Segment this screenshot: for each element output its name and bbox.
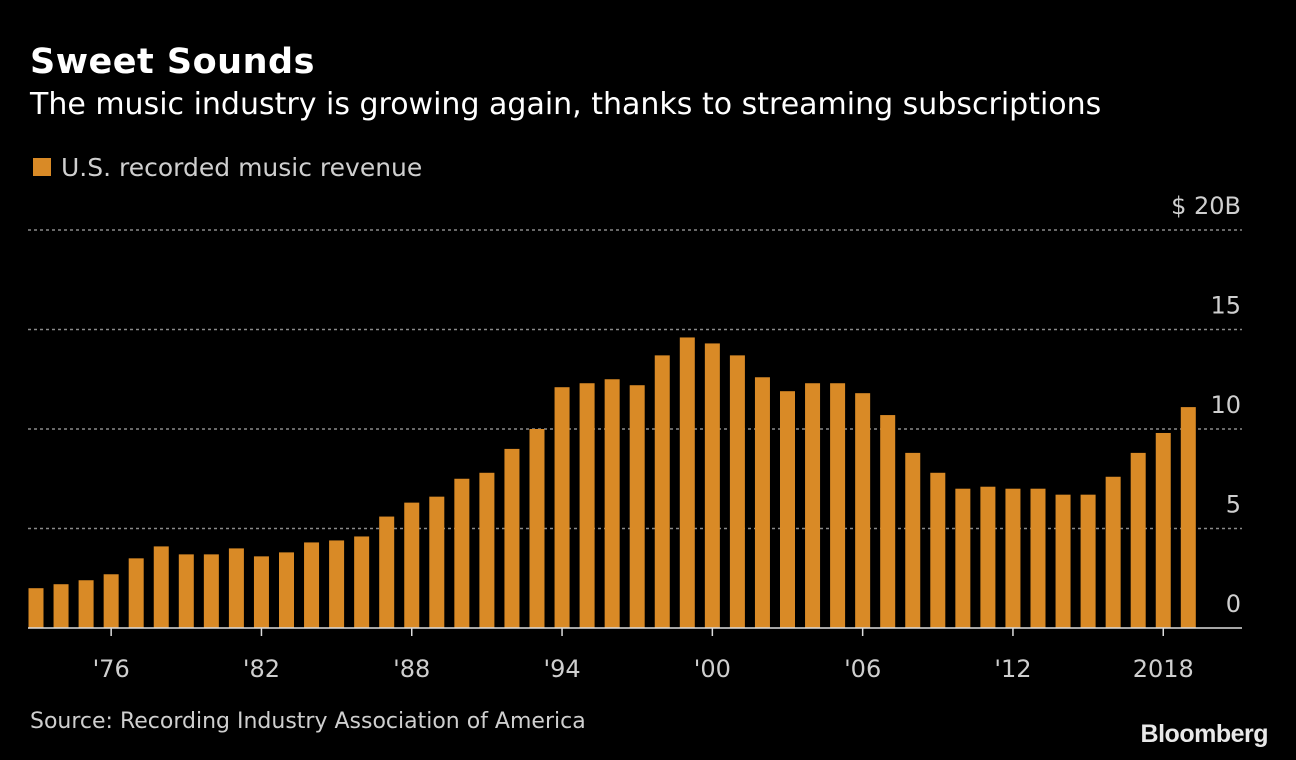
- bar-1977: [128, 558, 144, 628]
- bar-1981: [228, 548, 244, 628]
- bar-1996: [604, 379, 620, 628]
- bar-1991: [479, 472, 495, 628]
- x-tick-label-1994: '94: [543, 655, 580, 683]
- bar-2010: [955, 488, 971, 628]
- bar-2017: [1130, 452, 1146, 628]
- bar-2019: [1180, 407, 1196, 628]
- y-tick-label-20: $ 20B: [1171, 192, 1241, 220]
- bar-2008: [905, 452, 921, 628]
- y-tick-label-0: 0: [1226, 590, 1241, 618]
- bar-2011: [980, 486, 996, 628]
- bar-2000: [704, 343, 720, 628]
- bar-2003: [780, 391, 795, 628]
- bar-1976: [103, 574, 119, 628]
- bar-layer: [28, 337, 1196, 628]
- label-layer: 0 5 10 15 $ 20B '76 '82 '88 '94 '00 '06 '12 2018: [93, 192, 1241, 683]
- bar-2002: [754, 377, 770, 628]
- bar-1988: [404, 502, 420, 628]
- bar-1987: [379, 516, 395, 628]
- bar-1997: [629, 385, 645, 628]
- x-tick-label-2000: '00: [694, 655, 731, 683]
- legend: U.S. recorded music revenue: [33, 150, 422, 184]
- bar-2005: [830, 383, 846, 628]
- bloomberg-logo: Bloomberg: [1140, 720, 1269, 748]
- bar-1979: [178, 554, 194, 628]
- legend-swatch: [33, 158, 51, 176]
- bar-1989: [429, 496, 445, 628]
- bar-1999: [679, 337, 695, 628]
- x-tick-label-1988: '88: [393, 655, 430, 683]
- chart-subtitle: The music industry is growing again, tha…: [30, 87, 1102, 122]
- bar-1993: [529, 429, 545, 628]
- x-tick-label-2018: 2018: [1133, 655, 1194, 683]
- y-tick-label-15: 15: [1210, 292, 1241, 320]
- y-tick-label-5: 5: [1226, 491, 1241, 519]
- y-tick-label-10: 10: [1210, 391, 1241, 419]
- x-tick-label-2012: '12: [994, 655, 1031, 683]
- bar-2018: [1155, 432, 1171, 628]
- bar-2004: [805, 383, 821, 628]
- bar-2006: [855, 393, 871, 628]
- x-tick-label-2006: '06: [844, 655, 881, 683]
- bar-1984: [304, 542, 320, 628]
- bar-1983: [279, 552, 294, 628]
- bar-1995: [579, 383, 595, 628]
- bar-2015: [1080, 494, 1096, 628]
- bar-1975: [78, 580, 94, 628]
- bar-1978: [153, 546, 169, 628]
- bar-2001: [729, 355, 745, 628]
- axis-layer: [28, 627, 1242, 636]
- bar-1982: [253, 556, 269, 628]
- bar-1992: [504, 448, 520, 628]
- x-tick-label-1982: '82: [243, 655, 280, 683]
- legend-label: U.S. recorded music revenue: [61, 152, 423, 182]
- bar-1980: [203, 554, 219, 628]
- bar-1973: [28, 588, 44, 628]
- bar-1998: [654, 355, 670, 628]
- bar-1986: [354, 536, 370, 628]
- bar-1974: [53, 584, 69, 628]
- source-note: Source: Recording Industry Association o…: [30, 709, 586, 734]
- bar-2013: [1030, 488, 1046, 628]
- bar-2012: [1005, 488, 1021, 628]
- bar-2009: [930, 472, 946, 628]
- bar-2014: [1055, 494, 1071, 628]
- bar-1994: [554, 387, 570, 628]
- bar-1985: [329, 540, 345, 628]
- x-tick-label-1976: '76: [93, 655, 130, 683]
- bar-1990: [454, 478, 470, 628]
- chart-title: Sweet Sounds: [30, 42, 315, 82]
- bar-2007: [880, 415, 896, 628]
- bar-2016: [1105, 476, 1121, 628]
